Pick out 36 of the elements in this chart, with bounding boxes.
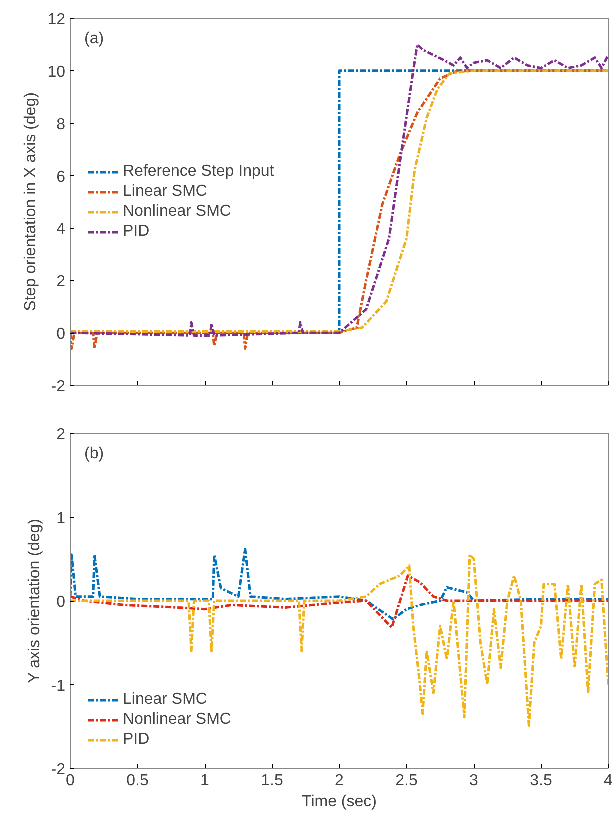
legend-label: Reference Step Input [123,162,274,180]
y-axis-title: Y axis orientation (deg) [26,519,44,684]
line-series [70,548,608,621]
y-tick-label: 1 [56,510,66,528]
legend-label: Nonlinear SMC [123,202,232,220]
x-tick-label: 2 [335,772,344,790]
y-axis-title: Step orientation in X axis (deg) [22,92,40,312]
x-tick-label: 3 [470,772,479,790]
line-series [70,574,608,630]
legend-label: Nonlinear SMC [123,711,232,729]
x-tick-label: 1 [200,772,210,790]
y-tick-label: -2 [51,378,66,396]
y-tick-label: 2 [56,274,66,291]
x-tick-label: 0.5 [126,772,149,790]
x-tick-label: 4 [604,772,614,790]
x-axis-title: Time (sec) [302,794,377,810]
y-tick-label: 8 [56,116,66,134]
legend-label: Linear SMC [123,182,208,200]
x-tick-label: 3.5 [530,772,552,790]
y-tick-label: 0 [56,594,66,611]
y-tick-label: 10 [48,64,66,81]
legend-label: PID [123,731,150,749]
y-tick-label: 6 [56,168,66,186]
y-tick-label: -1 [51,678,66,695]
annotation: (a) [84,30,104,48]
y-tick-label: -2 [51,762,66,778]
annotation: (b) [84,446,104,462]
x-tick-label: 2.5 [396,772,418,790]
y-tick-label: 2 [56,426,66,444]
y-tick-label: 0 [56,326,66,344]
y-tick-label: 12 [48,12,66,28]
legend-label: PID [123,222,150,240]
y-tick-label: 4 [56,221,66,238]
legend-label: Linear SMC [123,691,208,709]
x-tick-label: 1.5 [261,772,284,790]
line-series [70,554,608,728]
